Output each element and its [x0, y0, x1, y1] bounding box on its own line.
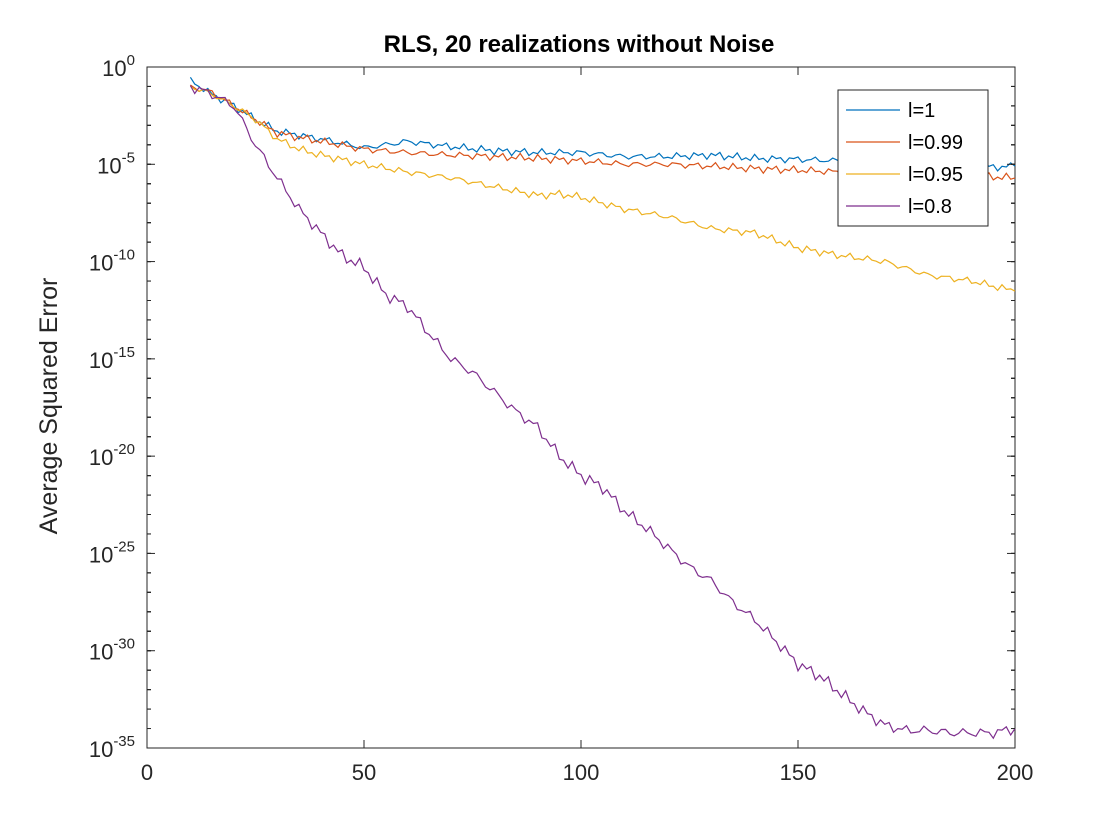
series-line-l=0.8 — [189, 85, 1016, 740]
legend-label: l=0.95 — [908, 164, 963, 186]
x-tick-label: 150 — [780, 760, 817, 785]
x-tick-label: 100 — [563, 760, 600, 785]
y-tick-exponent: -25 — [113, 538, 135, 555]
y-axis-label: Average Squared Error — [35, 278, 63, 535]
y-tick-exponent: -10 — [113, 247, 135, 264]
y-tick-exponent: -30 — [113, 636, 135, 653]
y-tick-label: 10-35 — [89, 733, 135, 762]
y-tick-exponent: -15 — [113, 344, 135, 361]
y-tick-exponent: 0 — [127, 52, 135, 69]
chart-title: RLS, 20 realizations without Noise — [384, 31, 775, 58]
legend-box — [837, 89, 989, 227]
x-tick-label: 50 — [352, 760, 376, 785]
y-tick-exponent: -35 — [113, 733, 135, 750]
legend: l=1 l=0.99 l=0.95 l=0.8 — [837, 89, 989, 227]
y-tick-exponent: -5 — [122, 149, 135, 166]
y-tick-label: 10-15 — [89, 344, 135, 373]
x-axis-ticks: 0 50 100 150 200 — [141, 67, 1033, 785]
legend-label: l=0.8 — [908, 196, 952, 218]
y-tick-exponent: -20 — [113, 441, 135, 458]
legend-label: l=0.99 — [908, 132, 963, 154]
x-tick-label: 0 — [141, 760, 153, 785]
legend-label: l=1 — [908, 100, 935, 122]
series-line-l=0.95 — [190, 85, 1016, 292]
x-tick-label: 200 — [997, 760, 1034, 785]
